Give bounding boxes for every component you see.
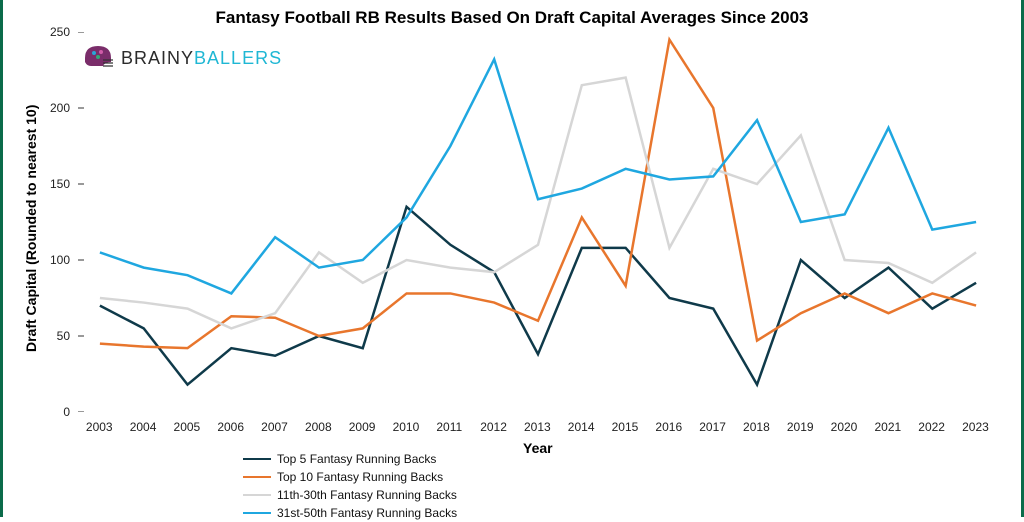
legend-swatch	[243, 512, 271, 514]
x-tick-label: 2013	[524, 420, 551, 434]
x-tick-label: 2022	[918, 420, 945, 434]
x-tick-label: 2017	[699, 420, 726, 434]
legend-item: Top 5 Fantasy Running Backs	[243, 450, 457, 468]
series-line	[100, 207, 976, 385]
chart-frame: { "chart": { "type": "line", "title": "F…	[0, 0, 1024, 517]
x-tick-label: 2016	[655, 420, 682, 434]
chart-legend: Top 5 Fantasy Running Backs Top 10 Fantas…	[243, 450, 457, 522]
x-tick-label: 2011	[436, 420, 462, 434]
x-tick-label: 2021	[874, 420, 901, 434]
x-tick-label: 2008	[305, 420, 332, 434]
legend-swatch	[243, 476, 271, 478]
x-tick-label: 2009	[349, 420, 376, 434]
x-tick-label: 2023	[962, 420, 989, 434]
x-tick-label: 2003	[86, 420, 113, 434]
legend-item: 11th-30th Fantasy Running Backs	[243, 486, 457, 504]
legend-label: 11th-30th Fantasy Running Backs	[277, 488, 457, 502]
x-tick-label: 2004	[130, 420, 157, 434]
y-tick-label: 200	[30, 101, 70, 115]
legend-swatch	[243, 458, 271, 460]
series-line	[100, 78, 976, 329]
y-tick-label: 250	[30, 25, 70, 39]
legend-swatch	[243, 494, 271, 496]
x-tick-label: 2015	[612, 420, 639, 434]
series-line	[100, 40, 976, 349]
y-tick-label: 150	[30, 177, 70, 191]
x-tick-label: 2010	[393, 420, 420, 434]
y-tick-label: 50	[30, 329, 70, 343]
y-tick-label: 100	[30, 253, 70, 267]
legend-label: Top 10 Fantasy Running Backs	[277, 470, 443, 484]
x-tick-label: 2012	[480, 420, 507, 434]
y-tick-label: 0	[30, 405, 70, 419]
logo-text: BRAINYBALLERS	[121, 48, 282, 69]
logo-word-1: BRAINY	[121, 48, 194, 68]
legend-item: 31st-50th Fantasy Running Backs	[243, 504, 457, 522]
chart-plot-area	[78, 32, 998, 412]
brainyballers-logo: BRAINYBALLERS	[81, 42, 282, 75]
legend-item: Top 10 Fantasy Running Backs	[243, 468, 457, 486]
logo-word-2: BALLERS	[194, 48, 282, 68]
legend-label: 31st-50th Fantasy Running Backs	[277, 506, 457, 520]
y-axis-label: Draft Capital (Rounded to nearest 10)	[23, 105, 39, 352]
chart-title: Fantasy Football RB Results Based On Dra…	[3, 8, 1021, 28]
x-tick-label: 2019	[787, 420, 814, 434]
x-tick-label: 2005	[174, 420, 201, 434]
x-tick-label: 2007	[261, 420, 288, 434]
x-tick-label: 2006	[217, 420, 244, 434]
legend-label: Top 5 Fantasy Running Backs	[277, 452, 436, 466]
x-tick-label: 2014	[568, 420, 595, 434]
x-tick-label: 2020	[831, 420, 858, 434]
x-axis-label: Year	[523, 440, 553, 456]
x-tick-label: 2018	[743, 420, 770, 434]
helmet-icon	[81, 42, 115, 75]
